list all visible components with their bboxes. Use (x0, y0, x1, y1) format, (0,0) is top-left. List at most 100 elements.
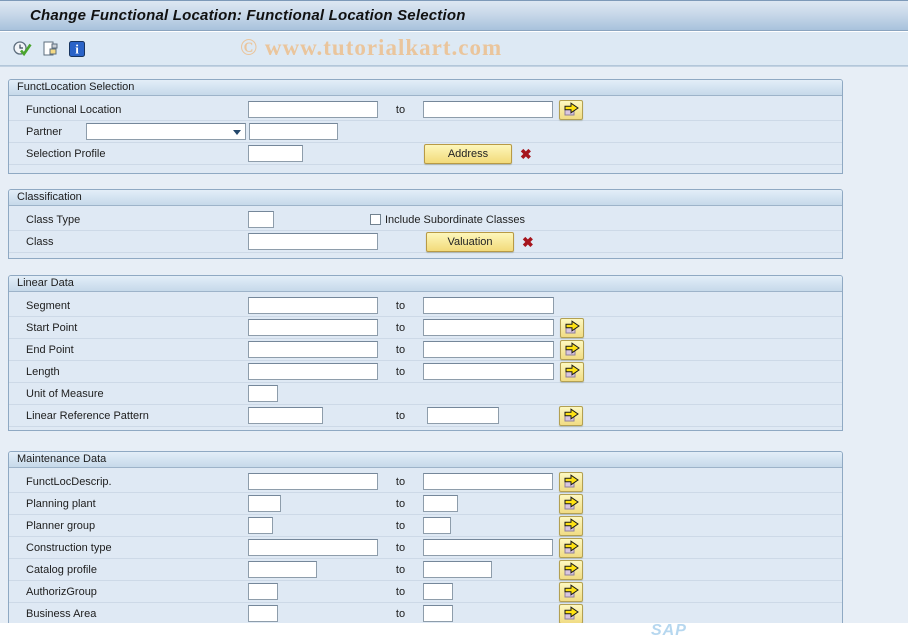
field-row-partner: Partner (9, 121, 842, 143)
class-input[interactable] (248, 233, 378, 250)
svg-text:i: i (75, 42, 79, 57)
end-point-from-input[interactable] (248, 341, 378, 358)
multiple-selection-button[interactable] (559, 537, 583, 558)
catalog-profile-from-input[interactable] (248, 561, 317, 578)
multiple-selection-button[interactable] (559, 515, 583, 536)
field-label: FunctLocDescrip. (26, 475, 112, 488)
field-row-construction-type: Construction type to (9, 537, 842, 559)
include-subordinate-classes-checkbox[interactable] (370, 214, 381, 225)
unit-of-measure-input[interactable] (248, 385, 278, 402)
selection-profile-input[interactable] (248, 145, 303, 162)
information-icon[interactable]: i (66, 38, 88, 60)
length-from-input[interactable] (248, 363, 378, 380)
multiple-selection-button[interactable] (559, 603, 583, 623)
multiple-selection-button[interactable] (560, 317, 584, 338)
to-label: to (395, 563, 406, 576)
field-row-unit-of-measure: Unit of Measure (9, 383, 842, 405)
clear-valuation-icon[interactable]: ✖ (522, 234, 534, 250)
end-point-to-input[interactable] (423, 341, 554, 358)
field-row-planner-group: Planner group to (9, 515, 842, 537)
multiple-selection-button[interactable] (559, 471, 583, 492)
business-area-to-input[interactable] (423, 605, 453, 622)
multiple-selection-button[interactable] (559, 581, 583, 602)
authorizgroup-from-input[interactable] (248, 583, 278, 600)
group-title: Classification (9, 190, 842, 206)
catalog-profile-to-input[interactable] (423, 561, 492, 578)
field-label: Selection Profile (26, 147, 106, 160)
to-label: to (395, 475, 406, 488)
field-row-planning-plant: Planning plant to (9, 493, 842, 515)
planner-group-from-input[interactable] (248, 517, 273, 534)
field-row-catalog-profile: Catalog profile to (9, 559, 842, 581)
sap-logo: SAP (651, 622, 687, 635)
multi-select-arrow-icon (564, 606, 579, 620)
multiple-selection-button[interactable] (560, 339, 584, 360)
planner-group-to-input[interactable] (423, 517, 451, 534)
construction-type-from-input[interactable] (248, 539, 378, 556)
multiple-selection-button[interactable] (560, 361, 584, 382)
authorizgroup-to-input[interactable] (423, 583, 453, 600)
title-bar: Change Functional Location: Functional L… (0, 0, 908, 31)
application-toolbar: i © www.tutorialkart.com (0, 32, 908, 66)
multiple-selection-button[interactable] (559, 493, 583, 514)
multi-select-arrow-icon (564, 102, 579, 116)
field-label: Unit of Measure (26, 387, 104, 400)
partner-input[interactable] (249, 123, 338, 140)
valuation-button[interactable]: Valuation (426, 232, 514, 252)
partner-type-dropdown[interactable] (86, 123, 246, 140)
field-label: AuthorizGroup (26, 585, 97, 598)
field-label: Functional Location (26, 103, 122, 116)
tutorialkart-watermark: © www.tutorialkart.com (240, 35, 503, 60)
field-row-segment: Segment to (9, 295, 842, 317)
field-label: Planning plant (26, 497, 96, 510)
start-point-to-input[interactable] (423, 319, 554, 336)
start-point-from-input[interactable] (248, 319, 378, 336)
multiple-selection-button[interactable] (559, 99, 583, 120)
field-row-linear-reference-pattern: Linear Reference Pattern to (9, 405, 842, 427)
field-row-end-point: End Point to (9, 339, 842, 361)
field-row-functlocdescrip: FunctLocDescrip. to (9, 471, 842, 493)
field-row-start-point: Start Point to (9, 317, 842, 339)
field-row-business-area: Business Area to (9, 603, 842, 623)
group-title: FunctLocation Selection (9, 80, 842, 96)
length-to-input[interactable] (423, 363, 554, 380)
linear-reference-pattern-to-input[interactable] (427, 407, 499, 424)
field-row-functional-location: Functional Location to (9, 99, 842, 121)
get-variant-icon[interactable] (39, 38, 61, 60)
planning-plant-to-input[interactable] (423, 495, 458, 512)
linear-reference-pattern-from-input[interactable] (248, 407, 323, 424)
construction-type-to-input[interactable] (423, 539, 553, 556)
field-label: Class Type (26, 213, 81, 226)
address-button[interactable]: Address (424, 144, 512, 164)
multi-select-arrow-icon (564, 496, 579, 510)
multiple-selection-button[interactable] (559, 559, 583, 580)
info-square-icon: i (69, 41, 85, 57)
functional-location-from-input[interactable] (248, 101, 378, 118)
planning-plant-from-input[interactable] (248, 495, 281, 512)
functional-location-to-input[interactable] (423, 101, 553, 118)
multi-select-arrow-icon (564, 540, 579, 554)
page-title: Change Functional Location: Functional L… (30, 7, 466, 24)
field-row-class: Class Valuation ✖ (9, 231, 842, 253)
functlocdescrip-from-input[interactable] (248, 473, 378, 490)
multiple-selection-button[interactable] (559, 405, 583, 426)
to-label: to (395, 365, 406, 378)
field-label: Segment (26, 299, 71, 312)
execute-icon[interactable] (12, 38, 34, 60)
variant-sheets-icon (43, 41, 57, 56)
clock-check-icon (13, 41, 32, 57)
segment-to-input[interactable] (423, 297, 554, 314)
business-area-from-input[interactable] (248, 605, 278, 622)
field-label: Partner (26, 125, 63, 138)
class-type-input[interactable] (248, 211, 274, 228)
field-row-length: Length to (9, 361, 842, 383)
segment-from-input[interactable] (248, 297, 378, 314)
to-label: to (395, 497, 406, 510)
functlocdescrip-to-input[interactable] (423, 473, 553, 490)
group-title: Linear Data (9, 276, 842, 292)
checkbox-label: Include Subordinate Classes (385, 213, 526, 226)
clear-address-icon[interactable]: ✖ (520, 146, 532, 162)
chevron-down-icon (233, 130, 241, 135)
field-label: Business Area (26, 607, 97, 620)
